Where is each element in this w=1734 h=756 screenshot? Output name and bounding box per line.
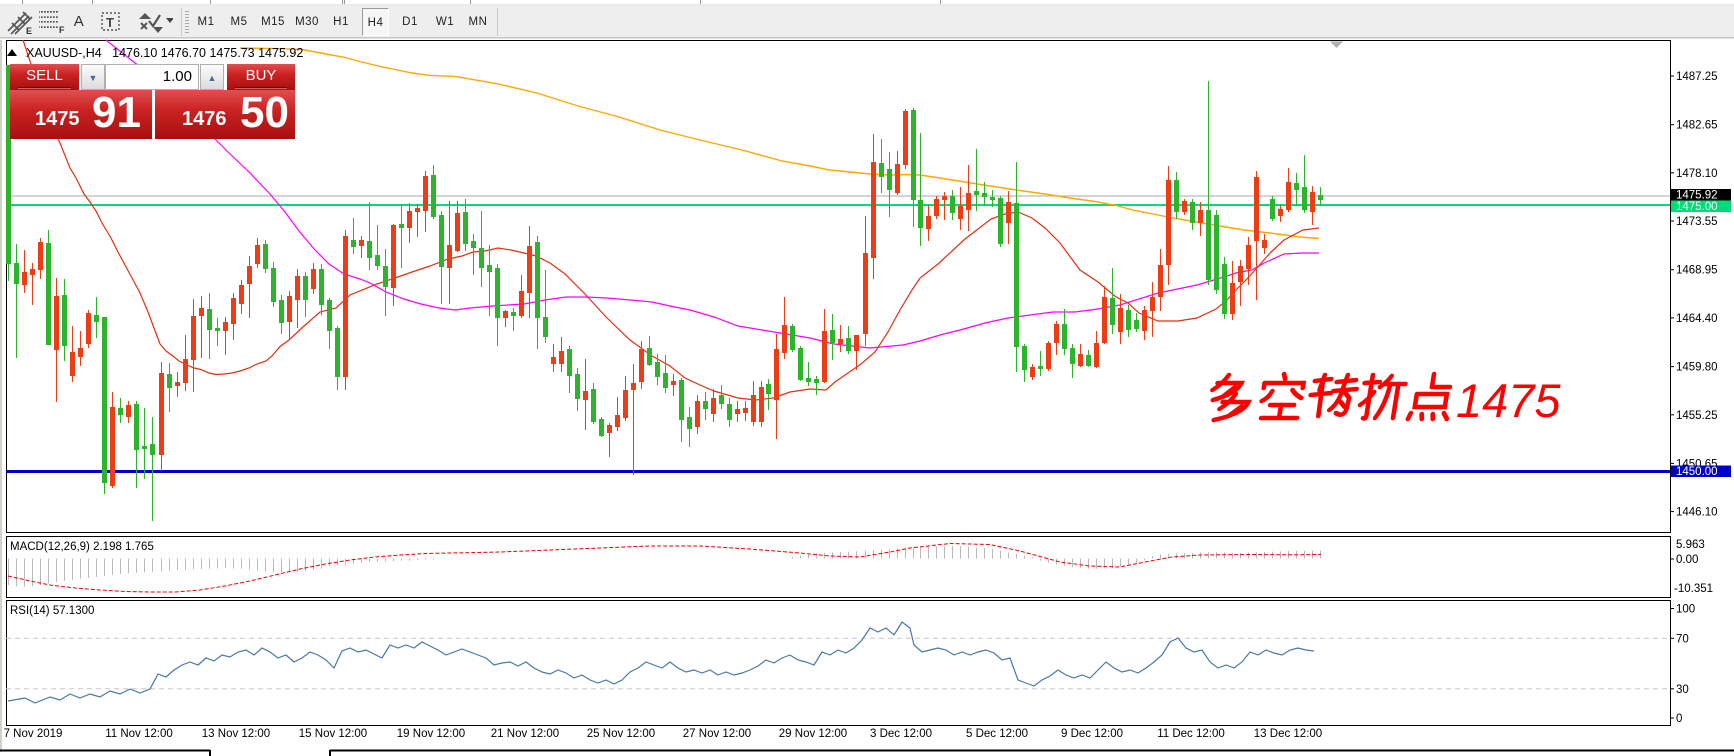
svg-text:19 Nov 12:00: 19 Nov 12:00 xyxy=(397,728,465,740)
svg-text:1446.10: 1446.10 xyxy=(1676,507,1718,519)
svg-text:1450.00: 1450.00 xyxy=(1676,466,1718,478)
svg-text:RSI(14) 57.1300: RSI(14) 57.1300 xyxy=(10,605,94,617)
svg-text:1475: 1475 xyxy=(1456,374,1561,427)
svg-text:13 Nov 12:00: 13 Nov 12:00 xyxy=(202,728,270,740)
svg-text:0.00: 0.00 xyxy=(1676,554,1698,566)
svg-text:25 Nov 12:00: 25 Nov 12:00 xyxy=(587,728,655,740)
svg-text:1475.00: 1475.00 xyxy=(1676,201,1718,213)
svg-text:11 Dec 12:00: 11 Dec 12:00 xyxy=(1157,728,1225,740)
svg-text:27 Nov 12:00: 27 Nov 12:00 xyxy=(683,728,751,740)
svg-text:1464.40: 1464.40 xyxy=(1676,313,1718,325)
svg-text:0: 0 xyxy=(1676,713,1682,725)
svg-text:29 Nov 12:00: 29 Nov 12:00 xyxy=(779,728,847,740)
svg-text:13 Dec 12:00: 13 Dec 12:00 xyxy=(1254,728,1322,740)
svg-text:1459.80: 1459.80 xyxy=(1676,362,1718,374)
svg-text:T: T xyxy=(106,15,114,30)
svg-text:1482.65: 1482.65 xyxy=(1676,120,1718,132)
svg-text:15 Nov 12:00: 15 Nov 12:00 xyxy=(299,728,367,740)
svg-text:5 Dec 12:00: 5 Dec 12:00 xyxy=(966,728,1028,740)
svg-text:11 Nov 12:00: 11 Nov 12:00 xyxy=(105,728,173,740)
svg-text:100: 100 xyxy=(1676,604,1695,616)
svg-text:XAUUSD-,H4 1476.10 1476.70 1: XAUUSD-,H4 1476.10 1476.70 1475.73 1475.… xyxy=(26,46,303,60)
svg-text:-10.351: -10.351 xyxy=(1674,583,1713,595)
svg-text:5.963: 5.963 xyxy=(1676,539,1705,551)
svg-text:E: E xyxy=(26,26,32,35)
svg-text:7 Nov 2019: 7 Nov 2019 xyxy=(4,728,63,740)
svg-text:MACD(12,26,9) 2.198 1.765: MACD(12,26,9) 2.198 1.765 xyxy=(10,541,154,553)
svg-text:3 Dec 12:00: 3 Dec 12:00 xyxy=(870,728,932,740)
svg-text:1468.95: 1468.95 xyxy=(1676,265,1718,277)
svg-text:F: F xyxy=(59,25,65,35)
svg-text:21 Nov 12:00: 21 Nov 12:00 xyxy=(491,728,559,740)
svg-text:30: 30 xyxy=(1676,684,1689,696)
svg-text:1475.92: 1475.92 xyxy=(1676,190,1718,202)
svg-text:1487.25: 1487.25 xyxy=(1676,71,1718,83)
svg-text:9 Dec 12:00: 9 Dec 12:00 xyxy=(1061,728,1123,740)
svg-text:1478.10: 1478.10 xyxy=(1676,168,1718,180)
svg-text:70: 70 xyxy=(1676,633,1689,645)
svg-text:1473.55: 1473.55 xyxy=(1676,216,1718,228)
svg-text:1455.25: 1455.25 xyxy=(1676,410,1718,422)
